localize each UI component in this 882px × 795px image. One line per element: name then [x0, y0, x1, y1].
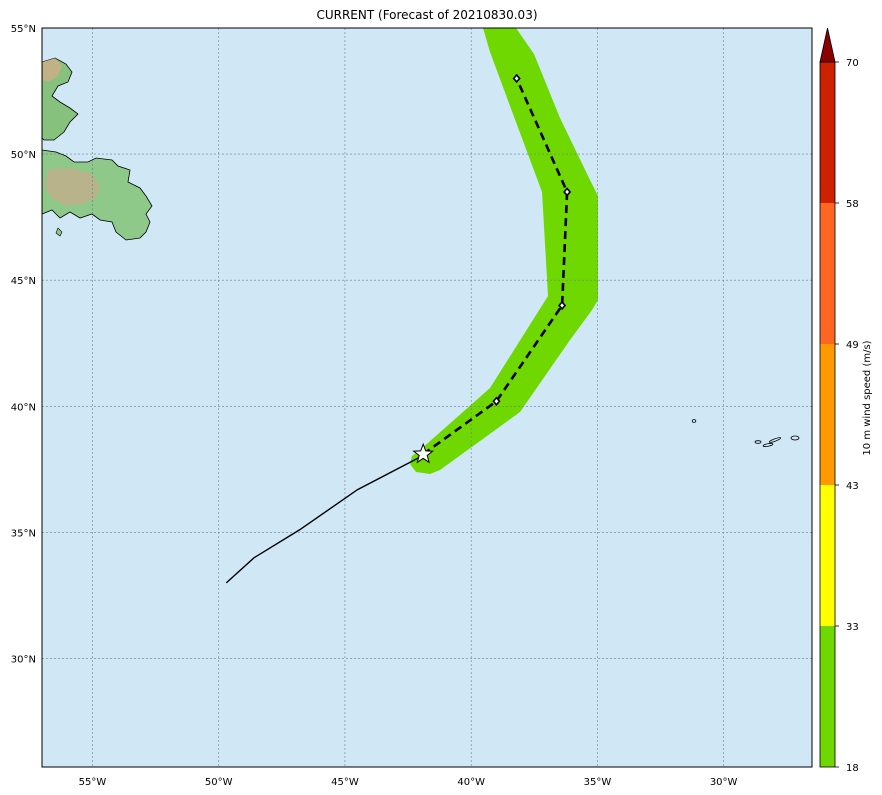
colorbar-segment: [820, 485, 835, 626]
colorbar-tick-label: 49: [846, 340, 859, 351]
colorbar-label: 10 m wind speed (m/s): [862, 340, 873, 455]
colorbar-extend-arrow: [819, 27, 836, 63]
lat-label: 55°N: [11, 24, 36, 35]
colorbar-tick-label: 18: [846, 763, 859, 774]
forecast-point: [512, 73, 521, 84]
plot-area: [41, 27, 813, 768]
lon-label: 40°W: [457, 777, 485, 788]
colorbar-tick-label: 33: [846, 622, 859, 633]
lat-label: 35°N: [11, 528, 36, 539]
lon-label: 55°W: [79, 777, 107, 788]
newfoundland-landmass: [41, 57, 153, 241]
lon-label: 30°W: [710, 777, 738, 788]
colorbar-segment: [820, 203, 835, 344]
forecast-point: [563, 187, 572, 197]
lat-label: 30°N: [11, 655, 36, 666]
colorbar-tick-label: 43: [846, 481, 859, 492]
ocean-background: [42, 28, 812, 767]
colorbar-segment: [820, 62, 835, 203]
lat-label: 40°N: [11, 402, 36, 413]
past-track-line: [225, 456, 422, 584]
map-title: CURRENT (Forecast of 20210830.03): [316, 8, 537, 22]
colorbar-segment: [820, 344, 835, 485]
plot-frame: [41, 27, 813, 768]
forecast-points: [492, 73, 572, 407]
lat-label: 45°N: [11, 276, 36, 287]
colorbar: 18 33 43 49 58 70: [819, 27, 859, 774]
forecast-point: [492, 396, 501, 407]
current-position-star-icon: [412, 442, 435, 464]
lon-label: 50°W: [205, 777, 233, 788]
azores-islands: [691, 419, 800, 447]
lon-label: 45°W: [331, 777, 359, 788]
latitude-labels: 55°N 50°N 45°N 40°N 35°N 30°N: [11, 24, 36, 666]
colorbar-tick-label: 70: [846, 58, 859, 69]
longitude-labels: 55°W 50°W 45°W 40°W 35°W 30°W: [79, 777, 738, 788]
forecast-point: [558, 300, 567, 311]
lon-label: 35°W: [584, 777, 612, 788]
wind-swath: [410, 28, 598, 474]
colorbar-frame: [819, 61, 836, 768]
lat-label: 50°N: [11, 150, 36, 161]
colorbar-segment: [820, 626, 835, 767]
colorbar-tick-label: 58: [846, 199, 859, 210]
